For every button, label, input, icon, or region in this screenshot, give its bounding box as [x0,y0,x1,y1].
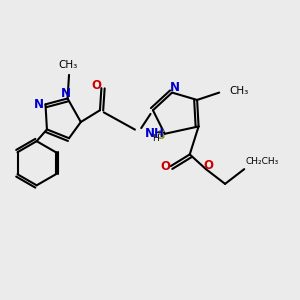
Text: N: N [169,81,179,94]
Text: O: O [160,160,170,173]
Text: CH₂CH₃: CH₂CH₃ [246,157,279,166]
Text: S: S [156,129,165,142]
Text: H: H [152,134,159,143]
Text: NH: NH [145,127,165,140]
Text: CH₃: CH₃ [230,86,249,96]
Text: O: O [91,79,101,92]
Text: N: N [34,98,44,111]
Text: O: O [203,159,213,172]
Text: N: N [61,87,71,100]
Text: CH₃: CH₃ [58,60,77,70]
